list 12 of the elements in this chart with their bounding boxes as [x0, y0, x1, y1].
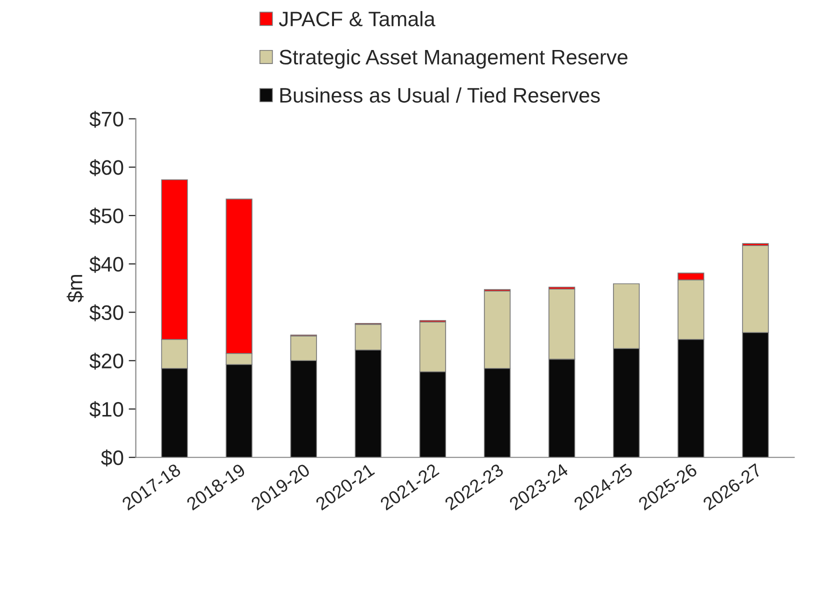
- y-axis-title: $m: [66, 274, 84, 302]
- y-tick-label: $0: [101, 450, 124, 466]
- legend-label: Strategic Asset Management Reserve: [280, 49, 628, 69]
- legend-label: Business as Usual / Tied Reserves: [280, 87, 600, 103]
- y-tick-label: $70: [89, 110, 124, 128]
- legend-label: JPACF & Tamala: [278, 11, 436, 26]
- y-tick-label: $50: [89, 208, 124, 225]
- y-tick-label: $30: [89, 304, 124, 322]
- y-tick-label: $10: [89, 401, 124, 418]
- y-tick-label: $60: [89, 159, 124, 176]
- y-tick-label: $40: [89, 256, 124, 273]
- y-tick-label: $20: [89, 352, 124, 370]
